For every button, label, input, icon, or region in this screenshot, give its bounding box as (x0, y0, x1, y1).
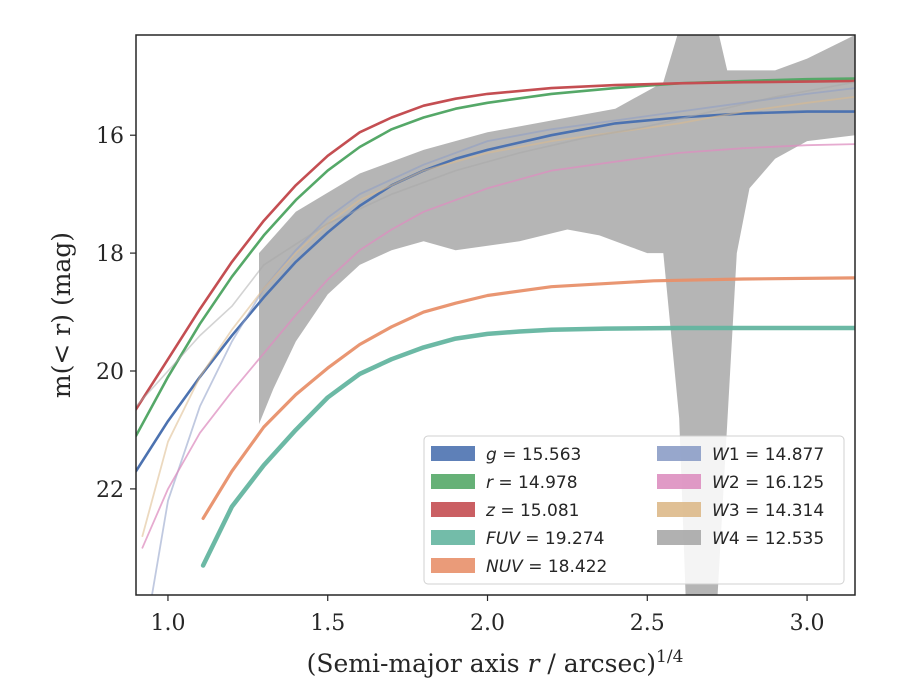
series-line-fuv (200, 325, 855, 568)
series-line-w4 (136, 81, 855, 408)
legend-box (423, 435, 845, 585)
series-line-w1 (151, 87, 855, 595)
legend-swatch-r (431, 474, 475, 489)
x-tick-label: 1.0 (150, 611, 185, 636)
series-line-nuv (201, 276, 855, 520)
x-tick-label: 1.5 (310, 611, 345, 636)
legend-label-w1: W1 = 14.877 (712, 445, 824, 465)
series-line-w3 (141, 96, 855, 537)
legend: g = 15.563 r = 14.978 z = 15.081 FUV = 19.2… (423, 435, 845, 585)
legend-label-w4: W4 = 12.535 (712, 529, 824, 549)
legend-label-w2: W2 = 16.125 (712, 473, 824, 493)
x-tick-label: 3.0 (790, 611, 825, 636)
legend-swatch-nuv (431, 558, 475, 573)
y-tick-label: 20 (96, 360, 124, 385)
legend-swatch-fuv (431, 530, 475, 545)
plot-frame (135, 34, 856, 596)
x-axis: 1.0 1.5 2.0 2.5 3.0 (150, 595, 825, 636)
legend-swatch-z (431, 502, 475, 517)
legend-label-r: r = 14.978 (486, 473, 578, 493)
series-line-z (136, 79, 855, 411)
legend-swatch-w1 (657, 446, 701, 461)
y-axis-label: m(< r) (mag) (47, 232, 76, 398)
legend-swatch-w4 (657, 530, 701, 545)
x-tick-label: 2.0 (470, 611, 505, 636)
legend-label-w3: W3 = 14.314 (712, 501, 824, 521)
y-tick-label: 18 (96, 242, 124, 267)
y-tick-label: 22 (96, 478, 124, 503)
legend-label-fuv: FUV = 19.274 (486, 529, 604, 549)
x-axis-label: (Semi-major axis r / arcsec)1/4 (307, 647, 684, 678)
legend-label-g: g = 15.563 (486, 445, 581, 465)
legend-label-z: z = 15.081 (485, 501, 579, 521)
legend-label-nuv: NUV = 18.422 (486, 557, 607, 577)
y-tick-label: 16 (96, 124, 124, 149)
x-tick-label: 2.5 (630, 611, 665, 636)
legend-swatch-w2 (657, 474, 701, 489)
legend-swatch-w3 (657, 502, 701, 517)
series-line-w2 (141, 143, 855, 549)
legend-swatch-g (431, 446, 475, 461)
y-axis: 16 18 20 22 (96, 124, 136, 503)
